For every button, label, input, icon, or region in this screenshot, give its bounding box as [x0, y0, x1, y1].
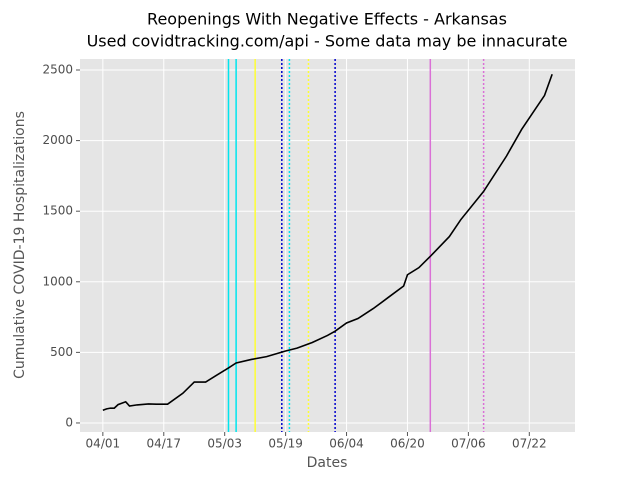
x-tick-label: 05/19 — [268, 437, 303, 451]
x-tick-label: 06/20 — [390, 437, 425, 451]
y-tick-label: 2500 — [42, 63, 73, 77]
x-tick-label: 05/03 — [207, 437, 242, 451]
x-tick-label: 06/04 — [329, 437, 364, 451]
chart-title: Reopenings With Negative Effects - Arkan… — [147, 10, 507, 29]
y-axis-label: Cumulative COVID-19 Hospitalizations — [12, 111, 28, 379]
plot-area — [80, 59, 575, 432]
y-tick-label: 1500 — [42, 204, 73, 218]
x-tick-label: 07/22 — [512, 437, 547, 451]
data-line — [102, 73, 553, 412]
y-tick-label: 0 — [65, 415, 73, 429]
x-tick-label: 07/06 — [451, 437, 486, 451]
y-tick-label: 500 — [50, 345, 73, 359]
y-tick-label: 1000 — [42, 274, 73, 288]
chart-subtitle: Used covidtracking.com/api - Some data m… — [87, 32, 568, 51]
x-tick-label: 04/17 — [146, 437, 181, 451]
x-tick-label: 04/01 — [86, 437, 121, 451]
x-axis-label: Dates — [307, 455, 348, 471]
y-tick-label: 2000 — [42, 133, 73, 147]
